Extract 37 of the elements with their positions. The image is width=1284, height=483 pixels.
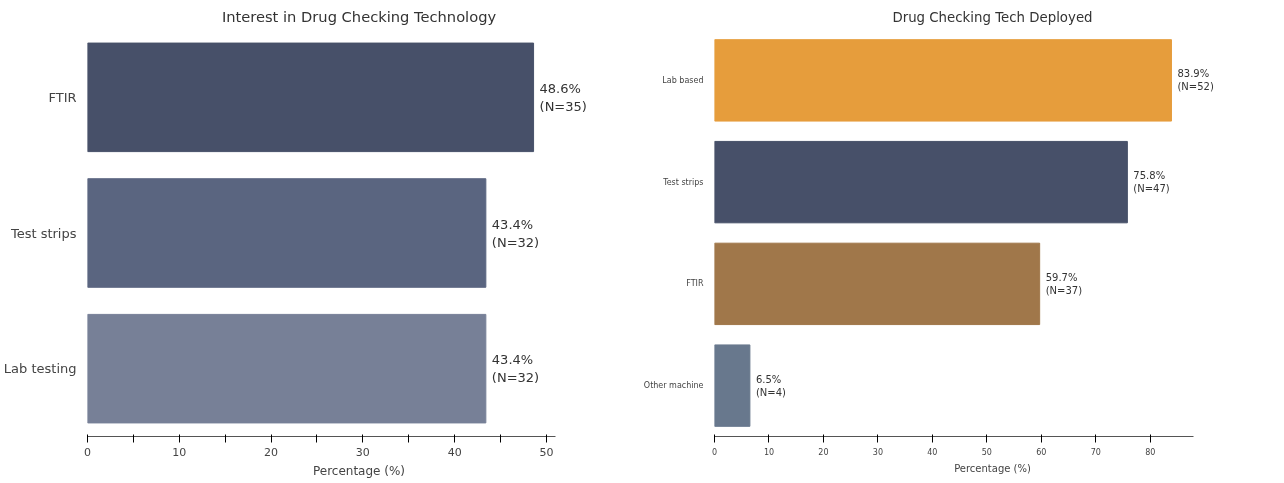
x-tick-label: 50: [981, 447, 992, 457]
y-tick-label: Lab testing: [3, 361, 77, 377]
x-tick-label: 40: [447, 445, 462, 459]
x-tick-label: 30: [355, 445, 370, 459]
x-tick-label: 80: [1145, 447, 1156, 457]
data-label: 83.9% (N=52): [1177, 68, 1214, 93]
x-tick-label: 30: [872, 447, 883, 457]
bar: [714, 140, 1128, 224]
chart-title: Interest in Drug Checking Technology: [221, 7, 497, 25]
x-tick-label: 70: [1090, 447, 1101, 457]
y-tick-label: FTIR: [686, 279, 704, 289]
chart-title: Drug Checking Tech Deployed: [892, 9, 1093, 25]
x-tick-label: 20: [818, 447, 829, 457]
y-tick-label: Test strips: [9, 225, 77, 241]
y-tick-label: Other machine: [643, 381, 704, 391]
x-tick-label: 10: [763, 447, 775, 457]
x-tick-label: 20: [264, 445, 279, 459]
y-tick-label: Test strips: [662, 177, 704, 187]
bar: [714, 344, 751, 427]
y-tick-label: Lab based: [662, 75, 704, 85]
x-axis-title: Percentage (%): [312, 463, 406, 478]
data-label: 75.8% (N=47): [1133, 170, 1170, 195]
data-label: 59.7% (N=37): [1045, 271, 1083, 296]
x-tick-label: 40: [927, 447, 938, 457]
x-tick-label: 50: [539, 445, 554, 459]
x-tick-label: 0: [84, 445, 91, 459]
bar: [714, 242, 1041, 326]
bar: [714, 39, 1172, 122]
data-label: 48.6% (N=35): [539, 80, 587, 114]
x-tick-label: 60: [1036, 447, 1047, 457]
data-label: 43.4% (N=32): [491, 352, 540, 386]
data-label: 43.4% (N=32): [491, 216, 540, 250]
x-axis-title: Percentage (%): [954, 462, 1031, 474]
data-label: 6.5% (N=4): [755, 373, 787, 398]
x-tick-label: 10: [172, 445, 187, 459]
y-tick-label: FTIR: [48, 89, 77, 105]
x-tick-label: 0: [711, 447, 718, 457]
